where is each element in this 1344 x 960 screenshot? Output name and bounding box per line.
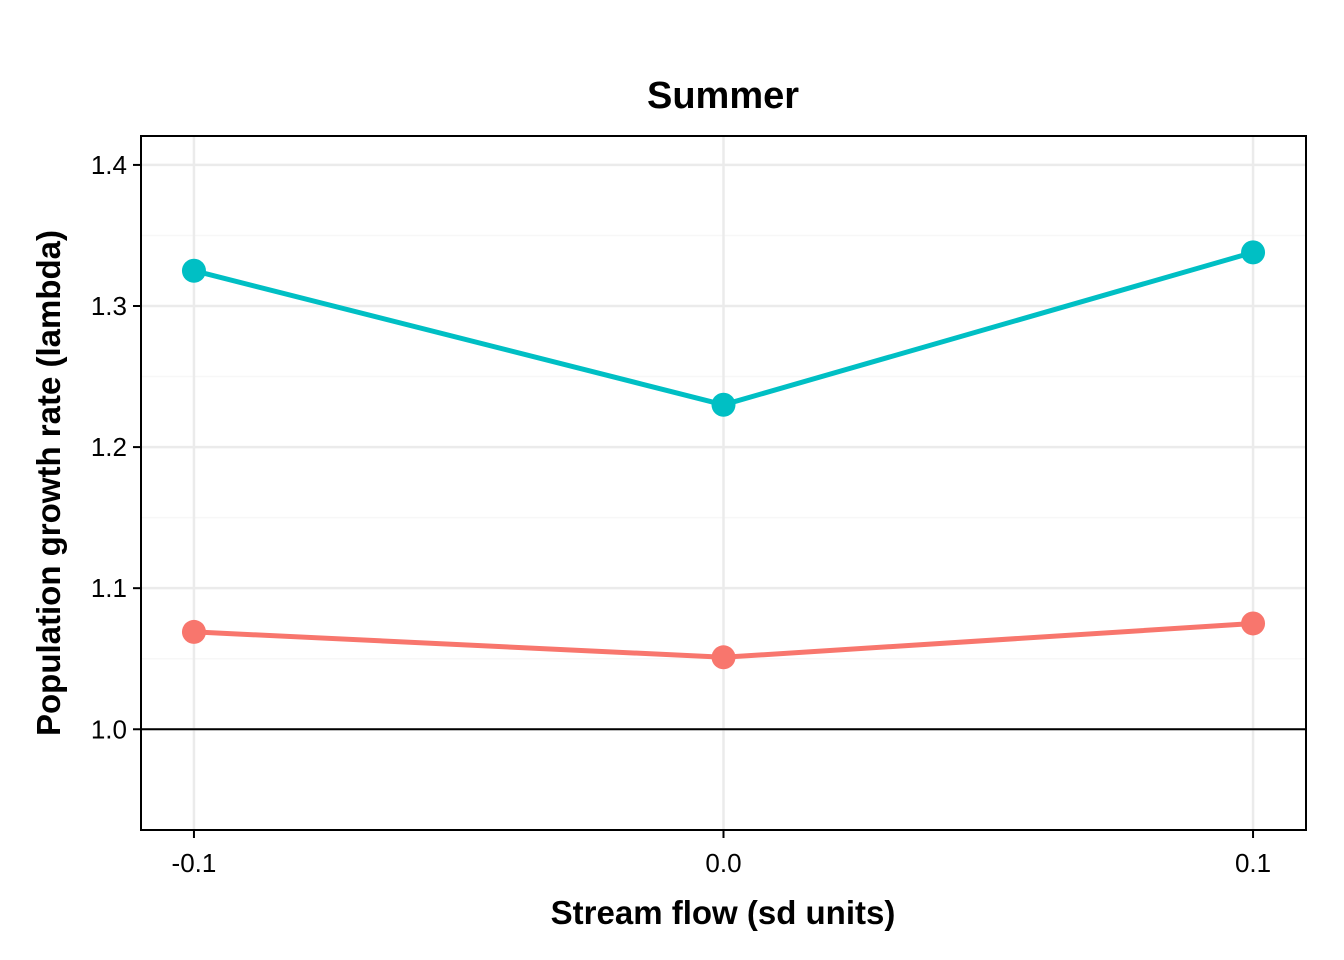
x-axis: -0.1 0.0 0.1 (172, 830, 1271, 878)
chart-title: Summer (647, 75, 799, 117)
y-tick-label: 1.0 (91, 714, 127, 744)
x-tick-label: -0.1 (172, 848, 217, 878)
x-tick-label: 0.1 (1235, 848, 1271, 878)
series-point-1 (1241, 240, 1266, 265)
y-tick-label: 1.4 (91, 150, 127, 180)
series-point-2 (1241, 611, 1266, 636)
series-point-1 (181, 258, 206, 283)
x-tick-label: 0.0 (705, 848, 741, 878)
series-point-2 (711, 645, 736, 670)
series-point-1 (711, 392, 736, 417)
y-axis-title: Population growth rate (lambda) (30, 230, 67, 736)
y-axis: 1.0 1.1 1.2 1.3 1.4 (91, 150, 141, 744)
y-tick-label: 1.3 (91, 291, 127, 321)
x-axis-title: Stream flow (sd units) (551, 894, 896, 931)
y-tick-label: 1.2 (91, 432, 127, 462)
series-group (181, 240, 1266, 670)
y-tick-label: 1.1 (91, 573, 127, 603)
series-point-2 (181, 619, 206, 644)
grid-lines (141, 136, 1306, 830)
